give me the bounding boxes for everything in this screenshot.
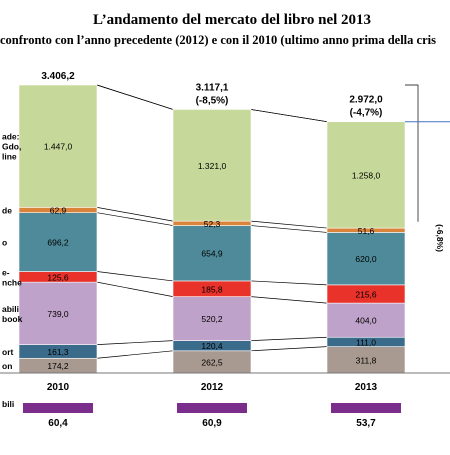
x-tick-label: 2012 (201, 382, 224, 393)
connector-line (96, 271, 174, 282)
series-name-line: Gdo, (2, 142, 21, 152)
total-label: 3.406,2 (41, 71, 75, 82)
total-change-label: (-4,7%) (350, 108, 383, 119)
connector-line (96, 212, 174, 226)
bottom-row-value: 53,7 (356, 418, 376, 429)
total-change-label: (-8,5%) (196, 95, 229, 106)
connector-line (250, 280, 328, 286)
bar-segment (326, 121, 406, 229)
series-name: abili book (2, 304, 23, 324)
data-label: 62,9 (50, 206, 67, 216)
connector-line (250, 296, 328, 304)
total-connector (96, 84, 174, 110)
bottom-row: bili 60,4 60,9 53,7 (2, 399, 401, 429)
x-tick-label: 2013 (355, 382, 378, 393)
total-connector (250, 109, 328, 123)
data-label: 696,2 (47, 238, 69, 248)
series-name: o (2, 238, 7, 248)
bar-segment (326, 346, 406, 374)
data-label: 1.447,0 (44, 142, 73, 152)
bar-segment (172, 109, 252, 222)
data-label: 739,0 (47, 309, 69, 319)
series-name-line: abili (2, 304, 19, 314)
bar-segment (18, 212, 98, 272)
bar-segment (18, 281, 98, 345)
total-label: 3.117,1 (196, 82, 229, 93)
series-names: on ort abili book e-nche o de ade: Gdo, line (2, 132, 23, 371)
connector-line (96, 281, 174, 297)
series-name: e-nche (2, 267, 22, 287)
connector-line (96, 340, 174, 345)
data-label: 1.321,0 (198, 161, 227, 171)
series-name-line: book (2, 314, 23, 324)
data-label: 262,5 (201, 357, 223, 367)
side-annotation: (-6,8%) (435, 224, 445, 252)
series-name: on (2, 361, 12, 371)
series-name-line: ort (2, 347, 14, 357)
series-name-line: line (2, 152, 17, 162)
connector-line (250, 225, 328, 233)
data-label: 111,0 (356, 337, 376, 347)
x-tick-label: 2010 (47, 382, 70, 393)
bar-segment (326, 232, 406, 286)
data-label: 620,0 (355, 254, 377, 264)
connector-line (250, 336, 328, 341)
connector-line (250, 220, 328, 229)
data-label: 185,8 (201, 284, 223, 294)
data-label: 215,6 (355, 289, 377, 299)
series-name-line: e- (2, 267, 10, 277)
series-name: ort (2, 347, 14, 357)
bottom-row-bar (177, 403, 247, 413)
series-name-line: nche (2, 277, 22, 287)
bar-segment (326, 302, 406, 338)
bottom-row-label: bili (2, 399, 14, 409)
bar-segment (18, 84, 98, 208)
connector-line (96, 350, 174, 359)
total-label: 2.972,0 (349, 95, 383, 106)
x-axis: 2010 2012 2013 (0, 372, 450, 393)
connector-line (96, 207, 174, 222)
series-name-line: on (2, 361, 12, 371)
data-label: 311,8 (356, 355, 377, 365)
series-name: de (2, 206, 12, 216)
data-label: 654,9 (201, 249, 223, 259)
chart-subtitle: confronto con l’anno precedente (2012) e… (0, 33, 436, 47)
series-name-line: de (2, 206, 12, 216)
bottom-row-value: 60,4 (48, 418, 68, 429)
data-label: 52,3 (204, 219, 221, 229)
data-label: 174,2 (47, 361, 69, 371)
data-label: 1.258,0 (352, 170, 381, 180)
data-label: 161,3 (47, 347, 69, 357)
series-name: ade: Gdo, line (2, 132, 21, 162)
data-label: 404,0 (355, 316, 377, 326)
connector-lines (96, 84, 328, 359)
bars (18, 84, 406, 374)
totals: 3.406,2 3.117,1 (-8,5%) 2.972,0 (-4,7%) (41, 71, 383, 119)
series-name-line: o (2, 238, 7, 248)
bottom-row-value: 60,9 (202, 418, 222, 429)
bottom-row-bar (331, 403, 401, 413)
connector-line (250, 346, 328, 352)
side-bracket (405, 84, 419, 222)
bar-segment (172, 225, 252, 282)
segment-labels: 174,2 161,3 739,0 125,6 696,2 62,9 1.447,0 262,… (44, 142, 381, 371)
series-name-line: ade: (2, 132, 20, 142)
data-label: 120,4 (201, 341, 223, 351)
chart-title: L’andamento del mercato del libro nel 20… (93, 12, 371, 28)
data-label: 520,2 (201, 314, 223, 324)
bottom-row-bar (23, 403, 93, 413)
data-label: 51,6 (358, 226, 375, 236)
data-label: 125,6 (47, 272, 69, 282)
side-annotation-group: (-6,8%) (405, 84, 450, 252)
